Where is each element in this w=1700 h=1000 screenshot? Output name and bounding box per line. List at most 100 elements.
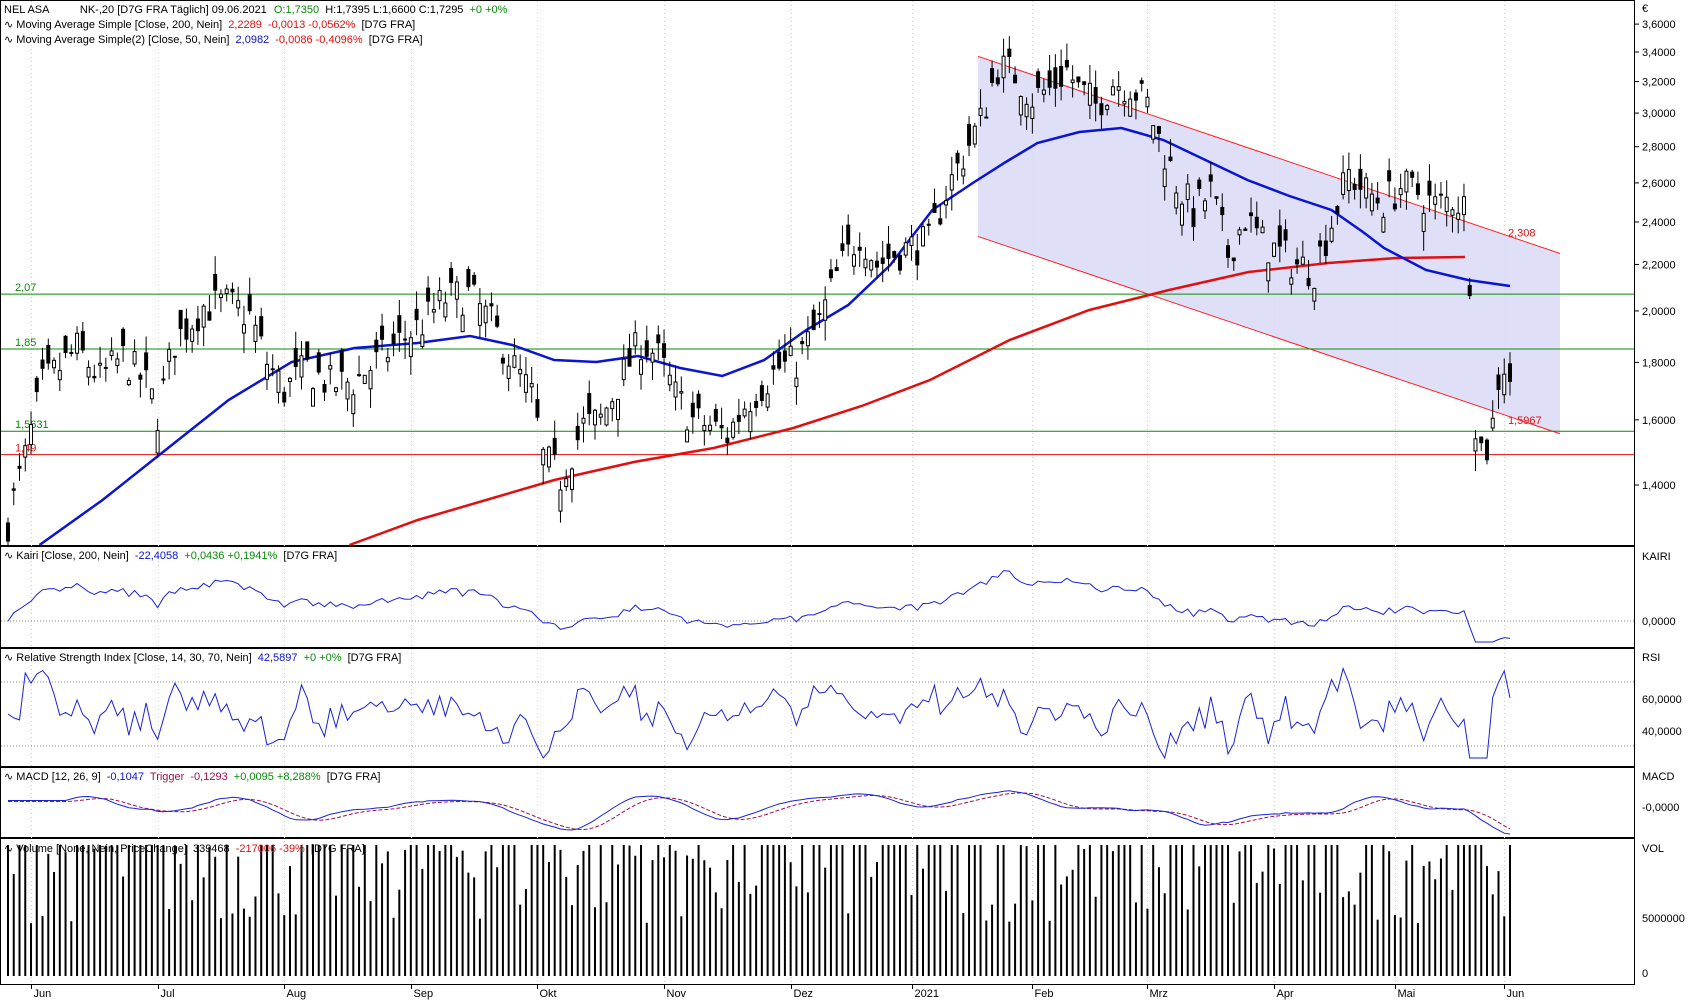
candle-body <box>708 424 713 431</box>
candle-body <box>98 362 103 366</box>
macd-legend-value: -0,1047 <box>107 771 144 783</box>
candle-body <box>823 299 828 321</box>
candle-body <box>1277 225 1282 247</box>
candle-body <box>380 325 385 340</box>
sma50-icon: ∿ <box>4 34 13 46</box>
sma50-legend-label: Moving Average Simple(2) [Close, 50, Nei… <box>16 34 229 46</box>
sma200-line <box>349 255 1465 547</box>
candle-body <box>201 305 206 328</box>
candle-body <box>483 305 488 324</box>
candle-body <box>1398 188 1403 196</box>
candle-body <box>270 368 275 371</box>
candle-body <box>1122 100 1127 105</box>
candle-body <box>495 315 500 327</box>
candle-body <box>1306 277 1311 287</box>
candle-body <box>328 365 333 370</box>
macd-trigger-value: -0,1293 <box>190 771 227 783</box>
volume-axis-label: VOL <box>1642 843 1664 855</box>
candle-body <box>403 338 408 341</box>
macd-trigger-line <box>8 792 1511 831</box>
candle-body <box>656 334 661 344</box>
month-label: Jun <box>34 988 52 1000</box>
candle-body <box>385 357 390 363</box>
candle-body <box>713 408 718 422</box>
candle-body <box>535 399 540 418</box>
candle-body <box>1231 257 1236 262</box>
candle-body <box>466 269 471 288</box>
level-label: 1,85 <box>15 337 36 349</box>
kairi-legend-change: +0,0436 +0,1941% <box>184 550 277 562</box>
candle-body <box>1041 89 1046 95</box>
candle-body <box>489 303 494 307</box>
month-label: Dez <box>794 988 814 1000</box>
candle-body <box>1329 227 1334 242</box>
candle-body <box>512 355 517 368</box>
candle-body <box>1059 66 1064 87</box>
candle-body <box>46 344 51 364</box>
candle-body <box>408 337 413 358</box>
month-label: Okt <box>540 988 557 1000</box>
candle-body <box>990 68 995 84</box>
candle-body <box>1139 80 1144 84</box>
candle-body <box>1047 70 1052 88</box>
candle-body <box>178 309 183 330</box>
candle-body <box>293 348 298 367</box>
sma200-legend-src: [D7G FRA] <box>361 19 415 31</box>
rsi-legend-value: 42,5897 <box>258 652 298 664</box>
month-label: Jun <box>1507 988 1525 1000</box>
trend-channel: 2,308 1,5967 <box>977 55 1561 435</box>
candle-body <box>788 345 793 357</box>
candle-body <box>869 260 874 271</box>
candle-body <box>121 328 126 347</box>
kairi-tick-zero: 0,0000 <box>1642 616 1676 628</box>
candle-body <box>575 425 580 441</box>
candle-body <box>368 370 373 390</box>
candle-body <box>75 332 80 354</box>
candle-body <box>627 348 632 367</box>
candle-body <box>616 398 621 420</box>
candle-body <box>1064 59 1069 68</box>
candle-body <box>972 125 977 145</box>
macd-line <box>8 790 1511 835</box>
candle-body <box>1001 55 1006 79</box>
price-tick-label: 1,4000 <box>1642 480 1676 492</box>
candle-body <box>1381 216 1386 233</box>
candle-body <box>1438 193 1443 196</box>
sma200-legend-change: -0,0013 -0,0562% <box>268 19 356 31</box>
candle-body <box>1427 180 1432 196</box>
candle-body <box>357 374 362 377</box>
candle-body <box>63 335 68 354</box>
kairi-icon: ∿ <box>4 550 13 562</box>
candle-body <box>1260 226 1265 234</box>
candle-body <box>109 350 114 357</box>
channel-lower-label: 1,5967 <box>1508 415 1542 427</box>
candle-body <box>138 374 143 380</box>
candle-body <box>794 377 799 388</box>
candle-body <box>1421 212 1426 232</box>
macd-tick-zero: -0,0000 <box>1642 802 1679 814</box>
price-tick-label: 2,8000 <box>1642 142 1676 154</box>
channel-upper-label: 2,308 <box>1508 228 1536 240</box>
candle-body <box>921 226 926 247</box>
candle-body <box>529 383 534 388</box>
macd-panel-frame <box>0 767 1635 838</box>
volume-legend: ∿ Volume [None, Nein, PriceChange] 33946… <box>4 843 365 855</box>
candle-body <box>1168 156 1173 162</box>
candle-body <box>259 316 264 337</box>
macd-legend-label: MACD [12, 26, 9] <box>16 771 100 783</box>
candle-body <box>897 254 902 271</box>
candle-body <box>316 352 321 373</box>
candle-body <box>811 309 816 331</box>
candle-body <box>1053 67 1058 89</box>
candle-body <box>834 267 839 272</box>
candle-body <box>1036 71 1041 88</box>
candle-body <box>322 383 327 393</box>
macd-legend: ∿ MACD [12, 26, 9] -0,1047 Trigger -0,12… <box>4 771 380 783</box>
candle-body <box>224 288 229 294</box>
candle-body <box>1249 212 1254 217</box>
candle-body <box>1272 242 1277 257</box>
candle-body <box>1174 192 1179 209</box>
rsi-tick-40: 40,0000 <box>1642 726 1682 738</box>
candle-body <box>886 243 891 260</box>
candle-body <box>1030 106 1035 119</box>
